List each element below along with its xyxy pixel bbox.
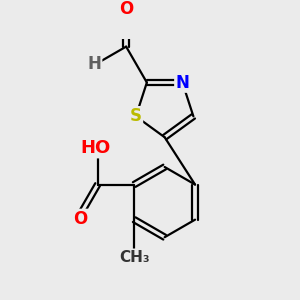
Text: S: S [130,107,142,125]
Text: H: H [87,55,101,73]
Text: O: O [74,210,88,228]
Text: N: N [176,74,189,92]
Text: O: O [119,0,133,18]
Text: CH₃: CH₃ [119,250,149,265]
Text: HO: HO [80,139,110,157]
